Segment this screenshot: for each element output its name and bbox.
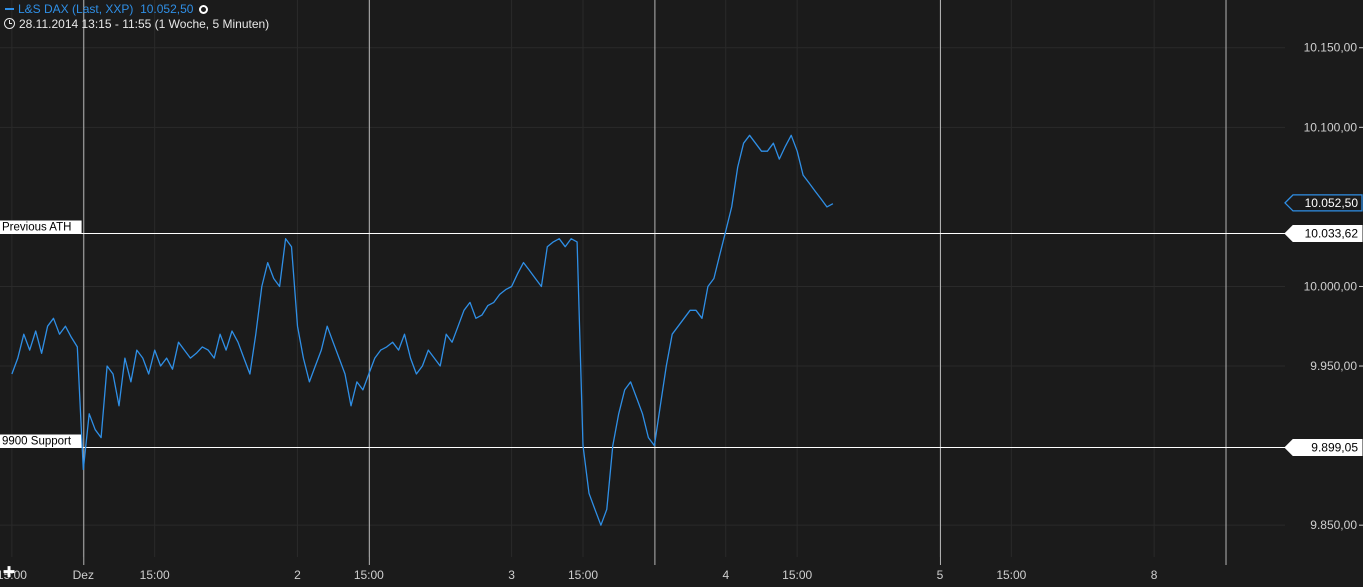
x-tick-label: 15:00	[996, 568, 1026, 582]
x-tick-label: 3	[508, 568, 515, 582]
y-tick-label: 10.000,00	[1304, 279, 1358, 293]
settings-icon[interactable]	[199, 5, 209, 14]
grid	[0, 0, 1285, 565]
series-swatch	[5, 7, 14, 10]
x-tick-label: Dez	[73, 568, 94, 582]
time-range-row: 28.11.2014 13:15 - 11:55 (1 Woche, 5 Min…	[4, 17, 269, 31]
level-label-background	[0, 434, 82, 448]
y-tick-label: 10.100,00	[1304, 120, 1358, 134]
x-axis: 15:00 Dez 15:00 2 15:00 3 15:00 4 15:00 5 15:00 8	[0, 568, 1158, 582]
level-value-label: 9.899,05	[1311, 441, 1358, 455]
y-axis: 10.150,00 10.100,00 10.000,00 9.950,00 9.850…	[1304, 41, 1363, 532]
move-icon[interactable]: ✚	[2, 564, 16, 581]
legend-row[interactable]: L&S DAX (Last, XXP) 10.052,50	[4, 2, 209, 16]
horizontal-lines: Previous ATH 10.033,62 9900 Support 9.899,0…	[0, 220, 1363, 456]
level-label: 9900 Support	[2, 436, 72, 448]
x-tick-label: 15:00	[568, 568, 598, 582]
instrument-name: L&S DAX (Last, XXP)	[18, 2, 134, 16]
level-value-tag: 9.899,05	[1284, 439, 1363, 456]
current-value-label: 10.052,50	[1305, 196, 1359, 210]
level-label-background	[0, 220, 82, 234]
y-tick-label: 9.850,00	[1310, 518, 1357, 532]
clock-icon	[4, 18, 15, 29]
current-value-tag: 10.052,50	[1284, 194, 1363, 212]
level-label: Previous ATH	[2, 222, 71, 234]
series-line[interactable]	[11, 134, 834, 526]
y-tick-label: 10.150,00	[1304, 41, 1358, 55]
x-tick-label: 15:00	[140, 568, 170, 582]
level-value-label: 10.033,62	[1305, 227, 1359, 241]
x-tick-label: 15:00	[0, 568, 27, 582]
x-tick-label: 5	[937, 568, 944, 582]
level-value-tag: 10.033,62	[1284, 225, 1363, 242]
x-tick-label: 15:00	[782, 568, 812, 582]
last-value: 10.052,50	[140, 2, 194, 16]
time-range: 28.11.2014 13:15 - 11:55 (1 Woche, 5 Min…	[19, 17, 270, 31]
x-tick-label: 2	[294, 568, 301, 582]
x-tick-label: 4	[722, 568, 729, 582]
y-tick-label: 9.950,00	[1310, 359, 1357, 373]
x-tick-label: 8	[1151, 568, 1158, 582]
x-tick-label: 15:00	[354, 568, 384, 582]
series-layer: 10.052,50	[11, 134, 1363, 526]
